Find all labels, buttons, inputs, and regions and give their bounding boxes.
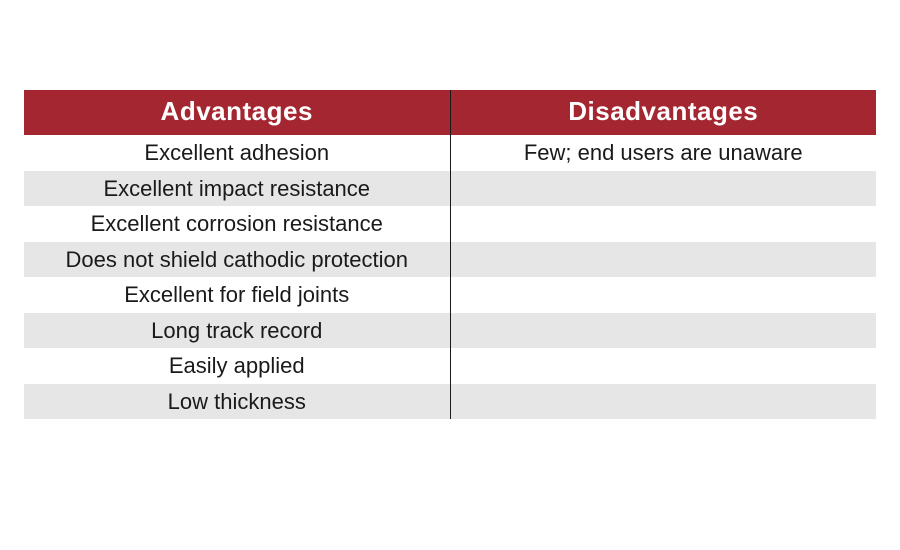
cell-disadvantage: Few; end users are unaware [450,135,876,171]
cell-advantage: Does not shield cathodic protection [24,242,450,278]
table-row: Excellent for field joints [24,277,876,313]
table-row: Easily applied [24,348,876,384]
header-advantages: Advantages [24,90,450,135]
table-row: Excellent adhesionFew; end users are una… [24,135,876,171]
table-row: Does not shield cathodic protection [24,242,876,278]
header-disadvantages: Disadvantages [450,90,876,135]
cell-disadvantage [450,171,876,207]
cell-disadvantage [450,277,876,313]
cell-disadvantage [450,206,876,242]
cell-advantage: Excellent impact resistance [24,171,450,207]
table-row: Excellent corrosion resistance [24,206,876,242]
header-row: Advantages Disadvantages [24,90,876,135]
cell-advantage: Excellent corrosion resistance [24,206,450,242]
cell-advantage: Excellent for field joints [24,277,450,313]
cell-advantage: Long track record [24,313,450,349]
table-row: Long track record [24,313,876,349]
cell-advantage: Low thickness [24,384,450,420]
cell-advantage: Easily applied [24,348,450,384]
table-row: Low thickness [24,384,876,420]
table-body: Excellent adhesionFew; end users are una… [24,135,876,419]
cell-advantage: Excellent adhesion [24,135,450,171]
cell-disadvantage [450,348,876,384]
cell-disadvantage [450,242,876,278]
table-row: Excellent impact resistance [24,171,876,207]
cell-disadvantage [450,384,876,420]
comparison-table: Advantages Disadvantages Excellent adhes… [24,90,876,419]
cell-disadvantage [450,313,876,349]
